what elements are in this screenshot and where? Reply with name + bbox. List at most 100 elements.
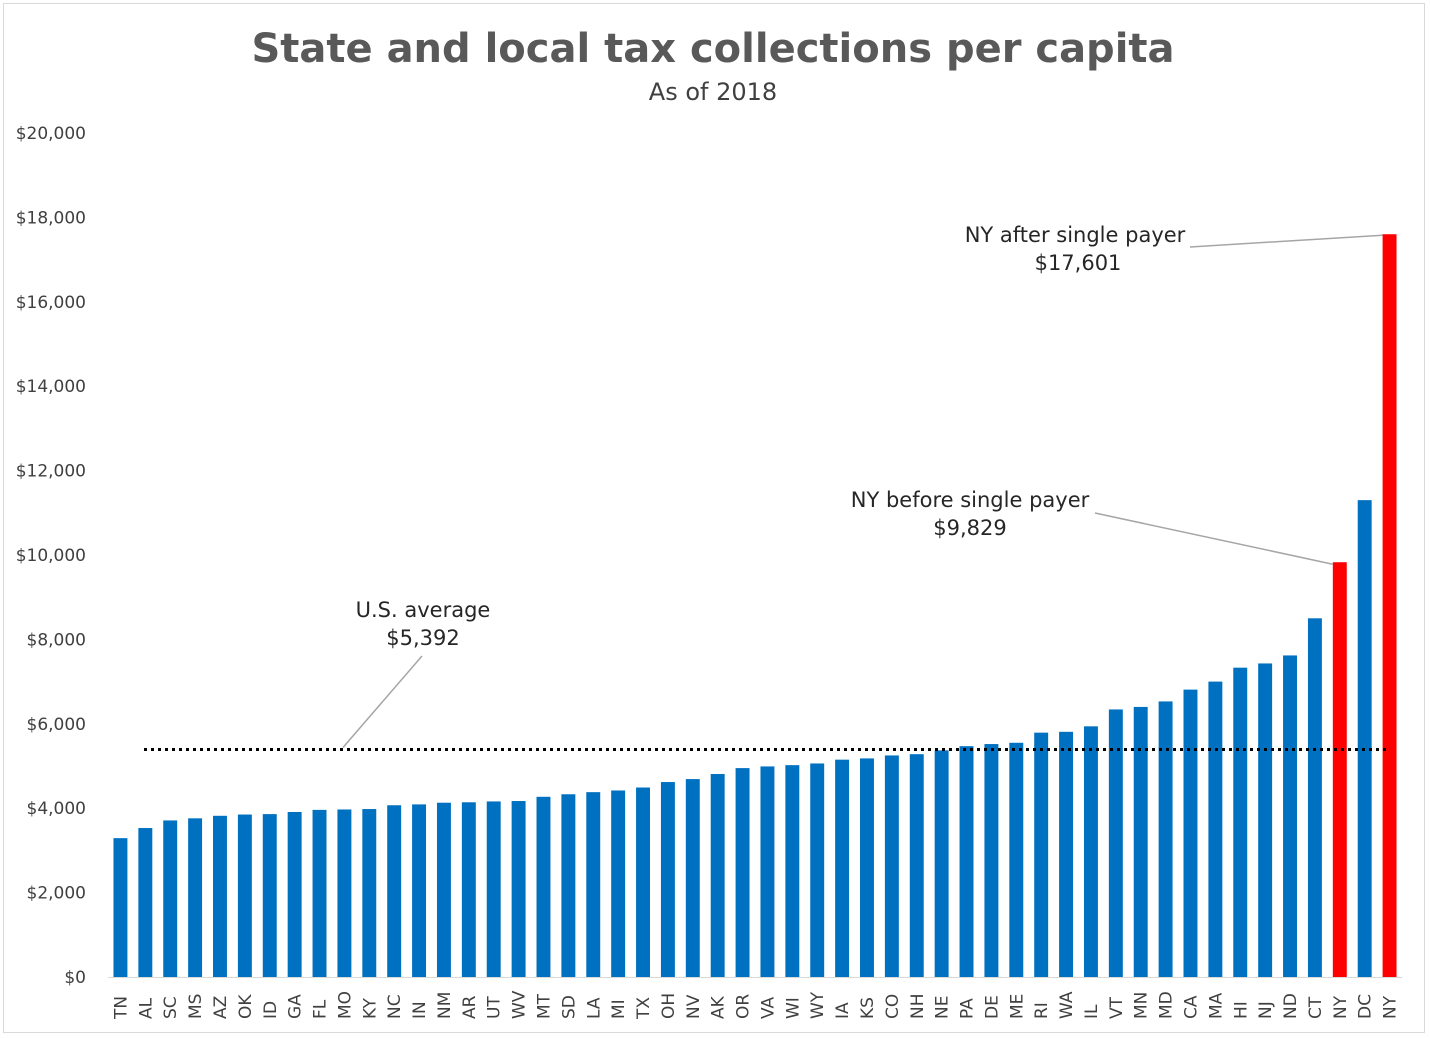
bar-dc-50	[1357, 500, 1372, 977]
annotation-ny-before-value: $9,829	[933, 516, 1006, 540]
x-tick-label-tx-21: TX	[634, 997, 654, 1020]
bar-wv-16	[511, 801, 526, 977]
x-tick-label-ia-29: IA	[833, 1002, 853, 1019]
bar-az-4	[213, 815, 227, 977]
bar-hi-45	[1233, 667, 1248, 977]
annotation-ny-after-label: NY after single payer	[965, 223, 1186, 247]
x-tick-label-mo-9: MO	[335, 991, 355, 1019]
y-tick-label-10000: $10,000	[16, 546, 86, 566]
bar-mn-41	[1133, 706, 1148, 977]
bar-mo-9	[337, 809, 352, 977]
x-tick-label-ne-33: NE	[933, 996, 953, 1019]
bar-co-31	[884, 755, 899, 977]
x-tick-label-id-6: ID	[261, 1001, 281, 1019]
x-tick-label-ut-15: UT	[485, 996, 505, 1019]
bar-md-42	[1158, 701, 1173, 977]
bar-wi-27	[785, 765, 800, 977]
bar-nj-46	[1258, 663, 1273, 977]
x-tick-label-nh-32: NH	[908, 994, 928, 1020]
bar-il-39	[1083, 726, 1098, 977]
x-tick-label-al-1: AL	[136, 997, 156, 1019]
chart-frame	[3, 3, 1425, 1033]
bar-ma-44	[1208, 681, 1223, 977]
chart-title: State and local tax collections per capi…	[251, 26, 1174, 72]
bar-vt-40	[1108, 709, 1123, 977]
x-tick-label-ct-48: CT	[1306, 996, 1326, 1019]
bar-id-6	[262, 814, 277, 977]
y-tick-label-12000: $12,000	[16, 462, 86, 482]
annotation-us-average: U.S. average $5,392	[342, 598, 491, 748]
bar-mi-20	[611, 790, 626, 977]
bar-sc-2	[163, 820, 178, 977]
y-tick-label-14000: $14,000	[16, 377, 86, 397]
bar-ok-5	[237, 814, 252, 977]
x-tick-label-wv-16: WV	[510, 990, 530, 1019]
x-tick-label-ga-7: GA	[286, 994, 306, 1019]
x-tick-label-nj-46: NJ	[1256, 1001, 1276, 1019]
y-tick-label-8000: $8,000	[27, 630, 86, 650]
x-tick-label-tn-0: TN	[111, 996, 131, 1020]
x-tick-label-mt-17: MT	[534, 993, 554, 1019]
bar-ar-14	[461, 802, 476, 977]
x-tick-label-me-36: ME	[1007, 994, 1027, 1019]
bar-wa-38	[1059, 731, 1074, 977]
bar-ny-49	[1332, 562, 1347, 977]
x-tick-label-ks-30: KS	[858, 997, 878, 1019]
x-tick-label-ca-43: CA	[1181, 995, 1201, 1019]
x-tick-label-wy-28: WY	[808, 991, 828, 1019]
x-tick-label-md-42: MD	[1157, 991, 1177, 1019]
bar-sd-18	[561, 794, 576, 977]
leader-line-ny-after	[1189, 234, 1383, 248]
annotation-ny-after: NY after single payer $17,601	[965, 223, 1383, 275]
bar-ct-48	[1307, 618, 1322, 977]
x-tick-label-hi-45: HI	[1231, 1001, 1251, 1019]
y-axis: $0 $2,000 $4,000 $6,000 $8,000 $10,000 $12,000…	[16, 124, 86, 988]
bar-de-35	[984, 744, 999, 977]
x-tick-label-or-25: OR	[734, 994, 754, 1019]
x-tick-label-mn-41: MN	[1132, 992, 1152, 1019]
bar-ak-24	[710, 774, 725, 977]
bar-ca-43	[1183, 689, 1198, 977]
bar-ky-10	[362, 809, 377, 977]
bar-va-26	[760, 766, 775, 977]
bar-ga-7	[287, 812, 302, 977]
bar-oh-22	[660, 782, 675, 977]
x-tick-label-nc-11: NC	[385, 994, 405, 1019]
x-tick-label-ny-49: NY	[1331, 995, 1351, 1019]
bar-nd-47	[1283, 655, 1297, 977]
x-tick-label-nd-47: ND	[1281, 993, 1301, 1019]
x-tick-label-ar-14: AR	[460, 995, 480, 1019]
bar-ms-3	[188, 818, 203, 977]
chart-subtitle: As of 2018	[649, 78, 777, 106]
x-tick-label-nm-13: NM	[435, 992, 455, 1019]
x-tick-label-ms-3: MS	[186, 994, 206, 1019]
x-tick-label-in-12: IN	[410, 1001, 430, 1019]
bar-in-12	[412, 804, 427, 977]
x-tick-label-az-4: AZ	[211, 996, 231, 1019]
bar-la-19	[586, 792, 601, 977]
y-tick-label-4000: $4,000	[27, 799, 86, 819]
bar-nc-11	[387, 805, 402, 977]
x-tick-label-ok-5: OK	[236, 994, 256, 1019]
x-tick-label-ky-10: KY	[360, 997, 380, 1019]
annotation-ny-before-label: NY before single payer	[851, 488, 1090, 512]
x-tick-label-ak-24: AK	[709, 995, 729, 1019]
bar-mt-17	[536, 796, 551, 977]
annotation-ny-after-value: $17,601	[1035, 251, 1122, 275]
x-axis: TN AL SC MS AZ OK ID GA FL MO KY NC IN NM AR UT WV MT SD LA…	[111, 990, 1400, 1020]
leader-line-us-average	[342, 655, 423, 748]
x-tick-label-wi-27: WI	[783, 997, 803, 1019]
x-tick-label-ma-44: MA	[1206, 992, 1226, 1019]
x-tick-label-ri-37: RI	[1032, 1002, 1052, 1019]
y-tick-label-2000: $2,000	[27, 884, 86, 904]
y-tick-label-16000: $16,000	[16, 293, 86, 313]
bar-me-36	[1009, 742, 1024, 977]
bar-fl-8	[312, 809, 327, 977]
annotation-us-average-label: U.S. average	[356, 598, 491, 622]
x-tick-label-pa-34: PA	[958, 998, 978, 1019]
x-tick-label-vt-40: VT	[1107, 996, 1127, 1019]
bar-tn-0	[113, 838, 128, 977]
x-tick-label-oh-22: OH	[659, 993, 679, 1019]
bar-tx-21	[636, 787, 650, 977]
